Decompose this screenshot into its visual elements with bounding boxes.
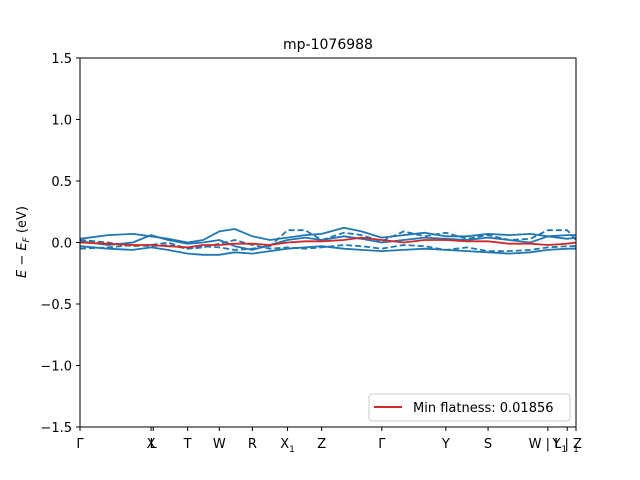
y-axis-label-sub: F (22, 236, 32, 242)
x-tick-label-10: S (484, 437, 492, 452)
y-tick-label-5: −1.0 (40, 360, 72, 375)
x-tick-label-12: Y | Z (551, 437, 582, 452)
x-tick-label-9: Y (441, 437, 450, 452)
y-tick-label-1: 1.0 (51, 114, 72, 129)
band-series-0 (80, 226, 576, 244)
x-tick-label-13: 1 (573, 445, 579, 455)
y-axis-label: E − EF (eV) (15, 206, 32, 278)
y-tick-label-3: 0.0 (51, 237, 72, 252)
band-series-5 (80, 236, 576, 249)
legend: Min flatness: 0.01856 (368, 393, 571, 422)
y-tick-label-0: 1.5 (51, 52, 72, 67)
x-tick-label-11: W | L1 (529, 437, 567, 455)
legend-box (368, 393, 571, 422)
x-tick-label-5: R (248, 437, 257, 452)
band-series-1 (80, 234, 576, 251)
x-tick-label-1: X (147, 437, 156, 452)
y-tick-label-4: −0.5 (40, 298, 72, 313)
x-tick-label-2: L (150, 437, 158, 452)
series-layer (80, 226, 576, 256)
x-tick-label-7: Z (317, 437, 326, 452)
x-tick-label-3: T (183, 437, 192, 452)
y-tick-label-6: −1.5 (40, 421, 72, 436)
y-axis-label-unit: (eV) (15, 206, 30, 237)
x-tick-label-8: Γ (378, 437, 386, 452)
y-axis: 1.5 1.0 0.5 0.0 −0.5 −1.0 −1.5 (40, 52, 80, 436)
band-series-2 (80, 245, 576, 256)
x-axis: Γ XL T W R X1 Z Γ Y S W | L1Y | Z1 (76, 427, 582, 455)
x-tick-label-0: Γ (76, 437, 84, 452)
band-series-4 (80, 239, 576, 253)
legend-label: Min flatness: 0.01856 (413, 401, 554, 416)
y-tick-label-2: 0.5 (51, 175, 72, 190)
x-tick-label-4: W (213, 437, 226, 452)
y-axis-label-base: E − E (15, 242, 30, 278)
chart-title: mp-1076988 (283, 37, 373, 53)
x-tick-label-6: X1 (280, 437, 295, 455)
